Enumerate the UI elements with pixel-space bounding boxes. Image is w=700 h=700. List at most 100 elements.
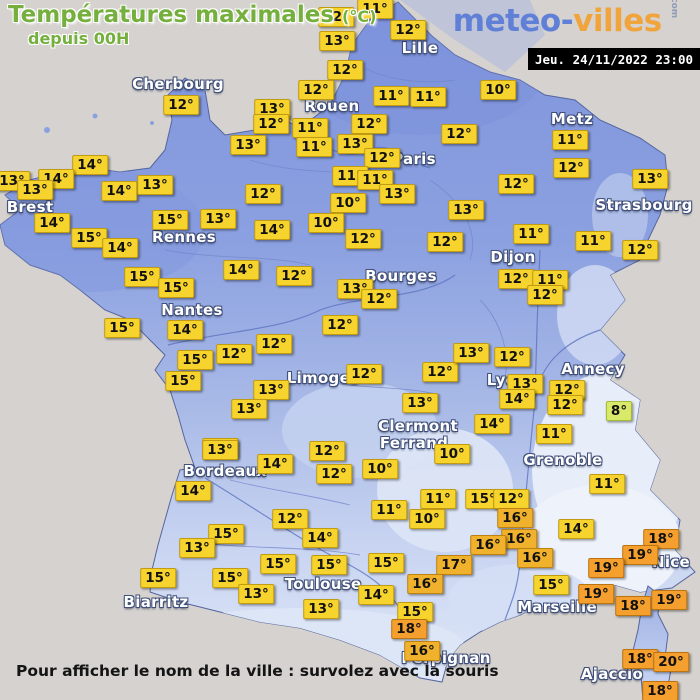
temp-badge[interactable]: 13° [337, 134, 373, 154]
temp-badge[interactable]: 10° [409, 509, 445, 529]
temp-badge[interactable]: 10° [480, 80, 516, 100]
temp-badge[interactable]: 18° [642, 681, 678, 700]
temp-badge[interactable]: 11° [575, 231, 611, 251]
temp-badge[interactable]: 15° [260, 554, 296, 574]
temp-badge[interactable]: 12° [346, 364, 382, 384]
temp-badge[interactable]: 14° [34, 213, 70, 233]
temp-badge[interactable]: 14° [474, 414, 510, 434]
temp-badge[interactable]: 12° [441, 124, 477, 144]
temp-badge[interactable]: 11° [357, 0, 393, 19]
temp-badge[interactable]: 14° [254, 220, 290, 240]
temp-badge[interactable]: 12° [427, 232, 463, 252]
temp-badge[interactable]: 13° [303, 599, 339, 619]
temp-badge[interactable]: 17° [436, 555, 472, 575]
temp-badge[interactable]: 12° [253, 114, 289, 134]
temp-badge[interactable]: 19° [588, 558, 624, 578]
meteo-villes-logo[interactable]: meteo-villes .com [453, 0, 686, 39]
temp-badge[interactable]: 12° [298, 80, 334, 100]
temp-badge[interactable]: 18° [615, 596, 651, 616]
temp-badge[interactable]: 13° [402, 393, 438, 413]
temp-badge[interactable]: 15° [311, 555, 347, 575]
temp-badge[interactable]: 13° [253, 380, 289, 400]
temp-badge[interactable]: 11° [292, 118, 328, 138]
temp-badge[interactable]: 12° [318, 7, 354, 27]
temp-badge[interactable]: 14° [223, 260, 259, 280]
temp-badge[interactable]: 19° [651, 590, 687, 610]
temp-badge[interactable]: 15° [152, 210, 188, 230]
temp-badge[interactable]: 12° [256, 334, 292, 354]
temp-badge[interactable]: 12° [245, 184, 281, 204]
temp-badge[interactable]: 12° [351, 114, 387, 134]
temp-badge[interactable]: 10° [330, 193, 366, 213]
temp-badge[interactable]: 13° [448, 200, 484, 220]
temp-badge[interactable]: 11° [371, 500, 407, 520]
temp-badge[interactable]: 12° [276, 266, 312, 286]
temp-badge[interactable]: 15° [158, 278, 194, 298]
temp-badge[interactable]: 16° [501, 529, 537, 549]
temp-badge[interactable]: 15° [124, 267, 160, 287]
temp-badge[interactable]: 12° [322, 315, 358, 335]
temp-badge[interactable]: 12° [493, 489, 529, 509]
temp-badge[interactable]: 12° [345, 229, 381, 249]
temp-badge[interactable]: 12° [498, 269, 534, 289]
temp-badge[interactable]: 13° [137, 175, 173, 195]
temp-badge[interactable]: 14° [175, 481, 211, 501]
temp-badge[interactable]: 16° [404, 641, 440, 661]
temp-badge[interactable]: 14° [257, 454, 293, 474]
temp-badge[interactable]: 14° [302, 528, 338, 548]
temp-badge[interactable]: 15° [465, 489, 501, 509]
temp-badge[interactable]: 15° [533, 575, 569, 595]
temp-badge[interactable]: 13° [202, 440, 238, 460]
temp-badge[interactable]: 16° [470, 535, 506, 555]
temp-badge[interactable]: 13° [379, 184, 415, 204]
temp-badge[interactable]: 12° [390, 20, 426, 40]
temp-badge[interactable]: 13° [200, 209, 236, 229]
temp-badge[interactable]: 11° [513, 224, 549, 244]
temp-badge[interactable]: 15° [212, 568, 248, 588]
temp-badge[interactable]: 18° [391, 619, 427, 639]
temp-badge[interactable]: 16° [497, 508, 533, 528]
temp-badge[interactable]: 15° [104, 318, 140, 338]
temp-badge[interactable]: 15° [208, 524, 244, 544]
temp-badge[interactable]: 14° [72, 155, 108, 175]
temp-badge[interactable]: 15° [368, 553, 404, 573]
temp-badge[interactable]: 12° [494, 347, 530, 367]
temp-badge[interactable]: 15° [397, 602, 433, 622]
temp-badge[interactable]: 13° [453, 343, 489, 363]
temp-badge[interactable]: 11° [420, 489, 456, 509]
temp-badge[interactable]: 15° [140, 568, 176, 588]
temp-badge[interactable]: 14° [558, 519, 594, 539]
temp-badge[interactable]: 13° [17, 180, 53, 200]
temp-badge[interactable]: 12° [527, 285, 563, 305]
temp-badge[interactable]: 19° [622, 545, 658, 565]
temp-badge[interactable]: 12° [547, 395, 583, 415]
temp-badge[interactable]: 13° [179, 538, 215, 558]
temp-badge[interactable]: 16° [517, 548, 553, 568]
temp-badge[interactable]: 14° [167, 320, 203, 340]
temp-badge[interactable]: 14° [102, 238, 138, 258]
temp-badge[interactable]: 15° [165, 371, 201, 391]
temp-badge[interactable]: 13° [238, 584, 274, 604]
temp-badge[interactable]: 19° [578, 584, 614, 604]
temp-badge[interactable]: 12° [163, 95, 199, 115]
temp-badge[interactable]: 12° [272, 509, 308, 529]
temp-badge[interactable]: 14° [101, 181, 137, 201]
temp-badge[interactable]: 14° [358, 585, 394, 605]
temp-badge[interactable]: 12° [316, 464, 352, 484]
temp-badge[interactable]: 13° [632, 169, 668, 189]
temp-badge[interactable]: 16° [407, 574, 443, 594]
temp-badge[interactable]: 8° [605, 401, 633, 421]
temp-badge[interactable]: 12° [498, 174, 534, 194]
temp-badge[interactable]: 14° [499, 389, 535, 409]
temp-badge[interactable]: 10° [308, 213, 344, 233]
temp-badge[interactable]: 13° [230, 135, 266, 155]
temp-badge[interactable]: 15° [177, 350, 213, 370]
temp-badge[interactable]: 15° [71, 228, 107, 248]
temp-badge[interactable]: 12° [422, 362, 458, 382]
temp-badge[interactable]: 11° [536, 424, 572, 444]
temp-badge[interactable]: 13° [231, 399, 267, 419]
temp-badge[interactable]: 11° [296, 137, 332, 157]
temp-badge[interactable]: 11° [373, 86, 409, 106]
temp-badge[interactable]: 12° [622, 240, 658, 260]
temp-badge[interactable]: 11° [410, 87, 446, 107]
